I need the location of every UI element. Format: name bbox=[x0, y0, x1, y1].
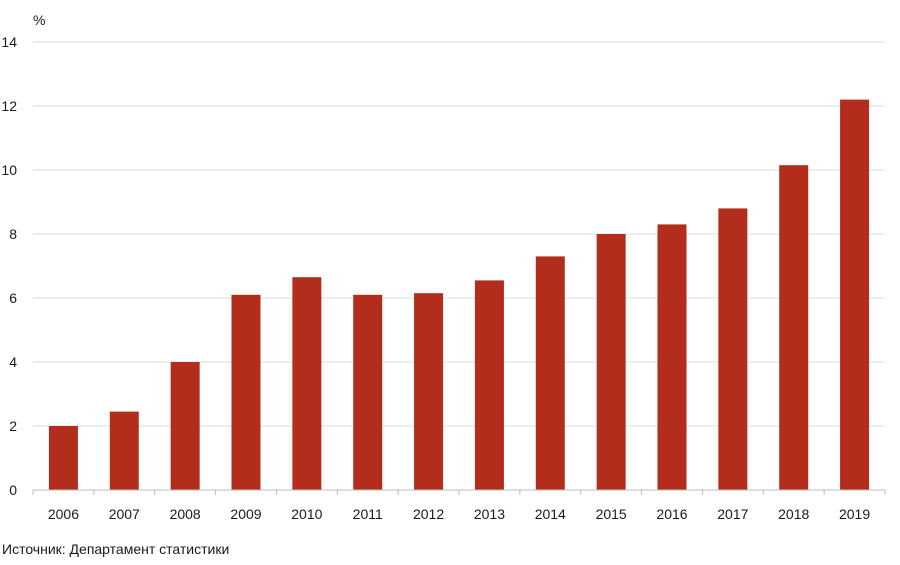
bar-2009 bbox=[231, 294, 261, 490]
bar-2018 bbox=[779, 165, 809, 490]
bars bbox=[48, 99, 870, 490]
x-tick-label: 2012 bbox=[413, 506, 444, 522]
x-tick-label: 2009 bbox=[230, 506, 261, 522]
x-tick-label: 2008 bbox=[170, 506, 201, 522]
bar-2007 bbox=[109, 411, 139, 490]
bar-2017 bbox=[718, 208, 748, 490]
x-tick-label: 2006 bbox=[48, 506, 79, 522]
y-tick-label: 14 bbox=[1, 34, 17, 50]
x-tick-label: 2007 bbox=[109, 506, 140, 522]
x-tick-label: 2010 bbox=[291, 506, 322, 522]
x-tick-label: 2016 bbox=[656, 506, 687, 522]
source-note: Источник: Департамент статистики bbox=[2, 541, 230, 557]
x-tick-label: 2011 bbox=[353, 506, 383, 522]
bar-2008 bbox=[170, 362, 200, 490]
bar-2011 bbox=[353, 294, 383, 490]
y-tick-label: 6 bbox=[9, 290, 17, 306]
bar-2006 bbox=[48, 426, 78, 490]
bar-2012 bbox=[414, 293, 444, 490]
y-axis-unit-label: % bbox=[33, 12, 45, 28]
y-axis-ticks: 0 2 4 6 8 10 12 14 bbox=[1, 34, 17, 498]
y-tick-label: 4 bbox=[9, 354, 17, 370]
bar-2016 bbox=[657, 224, 687, 490]
gridlines bbox=[33, 41, 885, 427]
y-tick-label: 10 bbox=[1, 162, 17, 178]
bar-2015 bbox=[596, 234, 626, 490]
x-axis-ticks: 2006 2007 2008 2009 2010 2011 2012 2013 2014 2015… bbox=[48, 506, 871, 522]
bar-2010 bbox=[292, 277, 322, 490]
y-tick-label: 0 bbox=[9, 482, 17, 498]
x-tick-label: 2019 bbox=[839, 506, 870, 522]
x-tick-label: 2018 bbox=[778, 506, 809, 522]
bar-2019 bbox=[840, 99, 870, 490]
x-tick-label: 2013 bbox=[474, 506, 505, 522]
x-tick-label: 2017 bbox=[717, 506, 748, 522]
x-axis bbox=[32, 489, 886, 495]
bar-2013 bbox=[474, 280, 504, 490]
x-tick-label: 2015 bbox=[596, 506, 627, 522]
y-tick-label: 8 bbox=[9, 226, 17, 242]
y-tick-label: 12 bbox=[1, 98, 17, 114]
y-tick-label: 2 bbox=[9, 418, 17, 434]
x-tick-label: 2014 bbox=[535, 506, 566, 522]
bar-2014 bbox=[535, 256, 565, 490]
